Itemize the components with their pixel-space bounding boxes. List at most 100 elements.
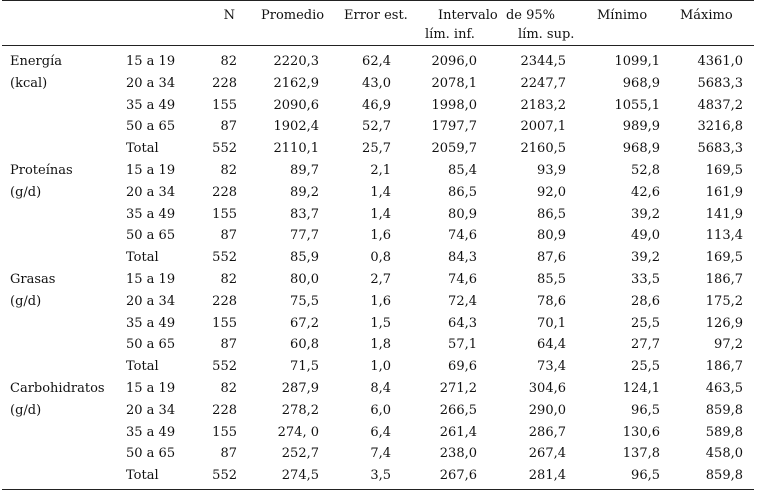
cell-mean: 80,0 bbox=[290, 272, 319, 287]
row-age-label: 20 a 34 bbox=[126, 185, 176, 200]
cell-lim-inf: 261,4 bbox=[439, 425, 477, 440]
cell-min: 39,2 bbox=[631, 250, 660, 265]
cell-min: 968,9 bbox=[622, 141, 660, 156]
cell-min: 25,5 bbox=[631, 316, 660, 331]
cell-lim-inf: 80,9 bbox=[448, 207, 477, 222]
cell-se: 1,4 bbox=[370, 185, 391, 200]
cell-mean: 1902,4 bbox=[273, 119, 320, 134]
cell-max: 126,9 bbox=[705, 316, 743, 331]
cell-se: 1,4 bbox=[370, 207, 391, 222]
cell-se: 1,0 bbox=[370, 359, 391, 374]
group-unit: (g/d) bbox=[10, 184, 42, 200]
cell-lim-sup: 78,6 bbox=[537, 294, 566, 309]
cell-lim-sup: 2160,5 bbox=[520, 141, 567, 156]
row-age-label: Total bbox=[126, 250, 159, 265]
cell-max: 589,8 bbox=[705, 425, 743, 440]
cell-min: 968,9 bbox=[622, 76, 660, 91]
cell-min: 49,0 bbox=[631, 228, 660, 243]
cell-se: 1,6 bbox=[370, 294, 391, 309]
group-name: Proteínas bbox=[10, 163, 73, 178]
cell-lim-sup: 80,9 bbox=[537, 228, 566, 243]
cell-max: 186,7 bbox=[705, 359, 743, 374]
cell-lim-inf: 64,3 bbox=[448, 316, 477, 331]
cell-mean: 274,5 bbox=[281, 468, 319, 483]
row-age-label: 35 a 49 bbox=[126, 316, 176, 331]
cell-max: 161,9 bbox=[705, 185, 743, 200]
cell-lim-inf: 85,4 bbox=[448, 163, 477, 178]
group-unit: (g/d) bbox=[10, 293, 42, 309]
cell-lim-sup: 286,7 bbox=[528, 425, 566, 440]
group-name: Energía bbox=[10, 54, 62, 69]
row-age-label: 50 a 65 bbox=[126, 337, 176, 352]
cell-min: 96,5 bbox=[631, 403, 660, 418]
cell-min: 124,1 bbox=[622, 381, 660, 396]
cell-max: 4837,2 bbox=[697, 98, 744, 113]
header-rule bbox=[2, 45, 754, 46]
cell-lim-sup: 73,4 bbox=[537, 359, 566, 374]
row-age-label: 15 a 19 bbox=[126, 381, 176, 396]
cell-n: 155 bbox=[212, 316, 237, 331]
cell-max: 169,5 bbox=[705, 163, 743, 178]
cell-max: 186,7 bbox=[705, 272, 743, 287]
cell-lim-inf: 72,4 bbox=[448, 294, 477, 309]
cell-mean: 75,5 bbox=[290, 294, 319, 309]
cell-lim-sup: 2183,2 bbox=[520, 98, 567, 113]
cell-lim-sup: 2344,5 bbox=[520, 54, 567, 69]
bottom-rule bbox=[2, 489, 754, 490]
cell-se: 1,6 bbox=[370, 228, 391, 243]
cell-n: 228 bbox=[212, 294, 237, 309]
cell-se: 25,7 bbox=[362, 141, 391, 156]
row-age-label: 15 a 19 bbox=[126, 54, 176, 69]
cell-mean: 85,9 bbox=[290, 250, 319, 265]
cell-mean: 60,8 bbox=[290, 337, 319, 352]
group-unit: (kcal) bbox=[10, 75, 48, 91]
row-age-label: 35 a 49 bbox=[126, 98, 176, 113]
row-age-label: 35 a 49 bbox=[126, 207, 176, 222]
row-age-label: 50 a 65 bbox=[126, 119, 176, 134]
header-maximo: Máximo bbox=[680, 8, 733, 23]
cell-min: 42,6 bbox=[631, 185, 660, 200]
cell-n: 552 bbox=[212, 468, 237, 483]
header-intervalo: Intervalo de 95% bbox=[438, 8, 556, 23]
row-age-label: Total bbox=[126, 359, 159, 374]
group-unit: (g/d) bbox=[10, 402, 42, 418]
header-lim-inf: lím. inf. bbox=[425, 27, 475, 42]
row-age-label: 50 a 65 bbox=[126, 446, 176, 461]
cell-mean: 2090,6 bbox=[273, 98, 320, 113]
cell-mean: 2220,3 bbox=[273, 54, 320, 69]
cell-max: 5683,3 bbox=[697, 141, 744, 156]
cell-lim-inf: 74,6 bbox=[448, 272, 477, 287]
cell-lim-inf: 271,2 bbox=[439, 381, 477, 396]
cell-min: 989,9 bbox=[622, 119, 660, 134]
cell-se: 43,0 bbox=[362, 76, 391, 91]
cell-lim-inf: 2096,0 bbox=[431, 54, 478, 69]
cell-min: 33,5 bbox=[631, 272, 660, 287]
cell-se: 0,8 bbox=[370, 250, 391, 265]
row-age-label: 15 a 19 bbox=[126, 163, 176, 178]
cell-lim-sup: 87,6 bbox=[537, 250, 566, 265]
cell-min: 28,6 bbox=[631, 294, 660, 309]
cell-lim-sup: 267,4 bbox=[528, 446, 566, 461]
cell-mean: 77,7 bbox=[290, 228, 319, 243]
cell-se: 62,4 bbox=[362, 54, 391, 69]
cell-lim-sup: 64,4 bbox=[537, 337, 566, 352]
cell-se: 2,1 bbox=[370, 163, 391, 178]
cell-n: 155 bbox=[212, 98, 237, 113]
cell-lim-inf: 266,5 bbox=[439, 403, 477, 418]
cell-lim-inf: 1797,7 bbox=[431, 119, 478, 134]
cell-max: 169,5 bbox=[705, 250, 743, 265]
cell-lim-inf: 57,1 bbox=[448, 337, 477, 352]
cell-mean: 89,7 bbox=[290, 163, 319, 178]
cell-n: 87 bbox=[220, 446, 237, 461]
cell-min: 25,5 bbox=[631, 359, 660, 374]
cell-n: 82 bbox=[220, 272, 237, 287]
cell-max: 3216,8 bbox=[697, 119, 744, 134]
row-age-label: 20 a 34 bbox=[126, 294, 176, 309]
cell-min: 96,5 bbox=[631, 468, 660, 483]
cell-n: 228 bbox=[212, 403, 237, 418]
cell-se: 46,9 bbox=[362, 98, 391, 113]
cell-n: 82 bbox=[220, 54, 237, 69]
cell-lim-inf: 2078,1 bbox=[431, 76, 478, 91]
cell-max: 113,4 bbox=[705, 228, 743, 243]
cell-mean: 83,7 bbox=[290, 207, 319, 222]
